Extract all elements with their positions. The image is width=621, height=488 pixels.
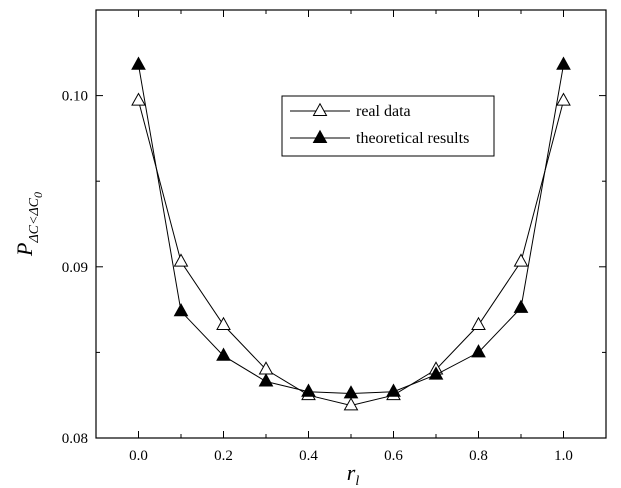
data-point-theoretical: [513, 299, 529, 313]
data-point-theoretical: [216, 347, 231, 361]
y-axis-title: PΔC<ΔC0: [12, 192, 45, 257]
plot-frame: [95, 9, 607, 439]
data-point-theoretical: [471, 344, 486, 358]
x-tick-label: 0.4: [299, 448, 318, 464]
legend-label: real data: [356, 103, 411, 120]
data-point-theoretical: [343, 385, 359, 399]
data-point-real: [216, 316, 231, 330]
x-tick-label: 0.0: [129, 448, 148, 464]
data-point-theoretical: [301, 383, 316, 397]
y-tick-label: 0.10: [62, 89, 88, 105]
legend-label: theoretical results: [356, 130, 469, 147]
x-axis-title: rl: [347, 460, 360, 488]
data-point-real: [131, 92, 146, 106]
data-point-theoretical: [428, 366, 444, 380]
legend-marker: [312, 129, 328, 143]
y-tick-label: 0.08: [62, 431, 88, 447]
data-point-theoretical: [131, 56, 146, 70]
y-tick-label: 0.09: [62, 260, 88, 276]
data-point-real: [471, 316, 486, 330]
data-point-real: [556, 92, 571, 106]
x-tick-label: 1.0: [554, 448, 573, 464]
x-axis-ticks: 0.0 0.2 0.4 0.6 0.8 1.0: [95, 10, 607, 464]
data-point-theoretical: [556, 56, 571, 70]
x-tick-label: 0.2: [214, 448, 233, 464]
series-layer: [131, 56, 571, 411]
data-point-real: [173, 253, 189, 267]
data-point-real: [258, 361, 274, 375]
legend-marker: [312, 102, 328, 116]
data-point-real: [343, 397, 359, 411]
y-axis-ticks: 0.08 0.09 0.10: [62, 9, 606, 447]
data-point-theoretical: [258, 373, 274, 387]
x-tick-label: 0.8: [469, 448, 488, 464]
legend: real data theoretical results: [281, 95, 495, 157]
data-point-theoretical: [173, 303, 189, 317]
data-point-theoretical: [386, 383, 401, 397]
data-point-real: [513, 253, 529, 267]
legend-box: [281, 95, 495, 157]
x-tick-label: 0.6: [384, 448, 403, 464]
